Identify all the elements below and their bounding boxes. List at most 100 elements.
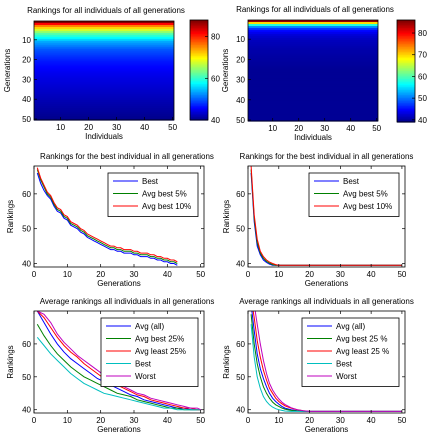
- heatmap-row: [248, 66, 378, 70]
- legend-box: [100, 317, 199, 387]
- colorbar-segment: [190, 55, 208, 59]
- heatmap-row: [248, 98, 378, 102]
- colorbar-segment: [190, 113, 208, 116]
- legend: Avg (all) Avg best 25 % Avg least 25 % Best…: [301, 317, 400, 387]
- colorbar-segment: [190, 60, 208, 63]
- heatmap-row: [34, 88, 174, 91]
- colorbar-segment: [397, 88, 415, 91]
- colorbar-segment: [397, 96, 415, 99]
- colorbar-segment: [190, 104, 208, 107]
- colorbar-segment: [397, 82, 415, 85]
- colorbar-segment: [190, 49, 208, 52]
- colorbar-segment: [397, 61, 415, 64]
- colorbar-segment: [397, 50, 415, 53]
- legend-label: Avg best 5%: [343, 190, 388, 199]
- colorbar-segment: [190, 99, 208, 102]
- axes-frame: [247, 19, 379, 122]
- heatmap-row: [248, 54, 378, 57]
- colorbar-tick-label: 50: [418, 94, 427, 103]
- colorbar-segment: [190, 101, 208, 104]
- x-axis-label: Individuals: [294, 133, 332, 142]
- colorbar-segment: [190, 87, 208, 90]
- y-axis-label: Rankings: [222, 345, 231, 378]
- colorbar-segment: [397, 94, 415, 98]
- legend-label: Avg (all): [135, 322, 165, 331]
- x-tick-label: 50: [397, 416, 406, 425]
- series-line: [250, 166, 402, 266]
- y-tick-label: 50: [22, 373, 31, 382]
- heatmap-row: [248, 74, 378, 78]
- colorbar-segment: [397, 120, 415, 123]
- y-tick-label: 20: [236, 55, 245, 64]
- heatmap-row: [248, 26, 378, 29]
- heatmap-row: [34, 38, 174, 42]
- heatmap-row: [248, 20, 378, 23]
- colorbar-segment: [397, 37, 415, 40]
- heatmap-row: [34, 64, 174, 68]
- heatmap-row: [34, 30, 174, 34]
- colorbar-segment: [190, 48, 208, 51]
- colorbar-segment: [397, 63, 415, 66]
- heatmap-row: [34, 21, 174, 24]
- heatmap-row: [248, 110, 378, 114]
- colorbar-tick-label: 40: [418, 116, 427, 125]
- colorbar-segment: [190, 71, 208, 74]
- heatmap-row: [248, 24, 378, 27]
- heatmap-row: [34, 100, 174, 103]
- heatmap-row: [34, 52, 174, 56]
- colorbar-segment: [397, 27, 415, 31]
- x-tick-label: 10: [63, 270, 72, 279]
- colorbar-segment: [190, 62, 208, 65]
- colorbar-segment: [190, 30, 208, 34]
- series-line: [36, 323, 201, 411]
- colorbar-segment: [190, 73, 208, 76]
- x-tick-label: 0: [246, 270, 251, 279]
- x-tick-label: 30: [336, 416, 345, 425]
- x-tick-label: 50: [397, 270, 406, 279]
- colorbar-segment: [190, 96, 208, 99]
- y-tick-label: 10: [236, 35, 245, 44]
- heatmap-row: [248, 58, 378, 61]
- legend: Best Avg best 5% Avg best 10%: [107, 172, 199, 217]
- colorbar-segment: [397, 75, 415, 78]
- heatmap-row: [248, 42, 378, 45]
- heatmap-row: [34, 54, 174, 58]
- x-tick-label: 50: [168, 123, 177, 132]
- colorbar-segment: [397, 43, 415, 47]
- y-tick-label: 40: [22, 406, 31, 415]
- heatmap-row: [34, 90, 174, 93]
- series-group: [36, 167, 178, 266]
- heatmap-row: [34, 66, 174, 70]
- heatmap-row: [34, 110, 174, 113]
- colorbar-tick-label: 40: [211, 116, 220, 125]
- legend-label: Best: [135, 360, 152, 369]
- colorbar-segment: [190, 57, 208, 60]
- heatmap-row: [34, 46, 174, 50]
- colorbar-tick-label: 60: [211, 74, 220, 83]
- heatmap-row: [248, 64, 378, 68]
- series-line: [36, 169, 178, 264]
- chart-title: Rankings for all individuals of all gene…: [27, 6, 185, 15]
- x-tick-label: 20: [96, 270, 105, 279]
- colorbar-segment: [397, 118, 415, 122]
- series-line: [36, 172, 178, 266]
- y-tick-label: 60: [236, 190, 245, 199]
- heatmap-row: [248, 60, 378, 64]
- heatmap-row: [34, 50, 174, 54]
- axes-frame: [247, 310, 406, 414]
- line-panel-3: Average rankings all individuals in all …: [6, 297, 214, 434]
- heatmap-row: [34, 70, 174, 74]
- colorbar-segment: [397, 47, 415, 50]
- colorbar-segment: [397, 55, 415, 58]
- colorbar-segment: [397, 101, 415, 104]
- heatmap-row: [248, 44, 378, 47]
- series-line: [36, 167, 178, 263]
- heatmap-row: [34, 56, 174, 60]
- heatmap-row: [34, 74, 174, 78]
- heatmap-row: [248, 32, 378, 35]
- colorbar-segment: [190, 77, 208, 80]
- heatmap-row: [34, 76, 174, 80]
- axes-frame: [33, 165, 205, 268]
- x-tick-label: 0: [246, 416, 251, 425]
- heatmap-row: [248, 118, 378, 122]
